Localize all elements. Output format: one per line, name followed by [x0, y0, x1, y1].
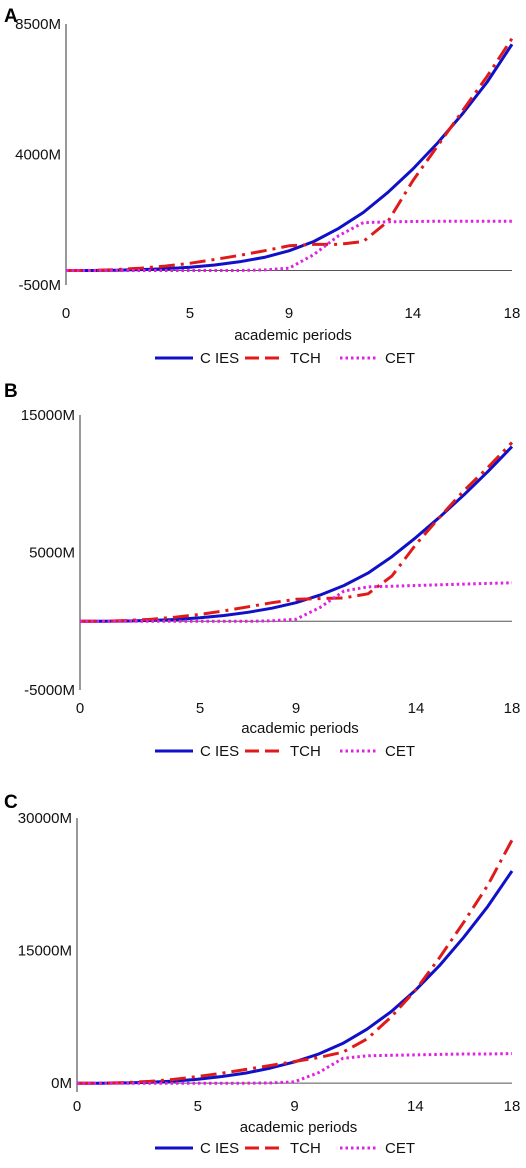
x-axis-label: academic periods	[240, 1119, 358, 1136]
x-tick-label: 9	[290, 1098, 298, 1115]
y-tick-label: 30000M	[18, 810, 72, 827]
x-tick-label: 14	[407, 1098, 424, 1115]
y-tick-label: 4000M	[15, 147, 61, 164]
x-axis-label: academic periods	[234, 327, 352, 344]
y-tick-label: 0M	[51, 1075, 72, 1092]
legend-label: TCH	[290, 1140, 321, 1157]
series-line-c-ies	[80, 445, 514, 623]
series-line-tch	[66, 37, 514, 272]
legend-label: C IES	[200, 1140, 239, 1157]
y-tick-label: 15000M	[21, 407, 75, 424]
series-line-tch	[80, 441, 514, 623]
panel-letter: A	[4, 6, 18, 27]
y-tick-label: -5000M	[24, 682, 75, 699]
panel-b: B -5000M 5000M 15000M 0 5 9 14 18 academic period…	[4, 381, 520, 760]
x-tick-label: 5	[186, 305, 194, 322]
series-line-cet	[80, 581, 513, 623]
legend-label: CET	[385, 743, 415, 760]
panel-letter: B	[4, 381, 18, 402]
legend-label: C IES	[200, 350, 239, 367]
legend-label: C IES	[200, 743, 239, 760]
y-tick-label: 8500M	[15, 16, 61, 33]
x-tick-label: 0	[62, 305, 70, 322]
x-tick-label: 9	[285, 305, 293, 322]
x-tick-label: 14	[408, 700, 425, 717]
y-tick-label: 5000M	[29, 545, 75, 562]
x-axis-label: academic periods	[241, 720, 359, 737]
legend-label: CET	[385, 350, 415, 367]
x-tick-label: 0	[73, 1098, 81, 1115]
panel-letter: C	[4, 792, 18, 813]
legend-label: TCH	[290, 743, 321, 760]
series-line-cet	[77, 1052, 513, 1085]
panel-c: C 0M 15000M 30000M 0 5 9 14 18 academic periodsC …	[4, 792, 520, 1157]
x-tick-label: 18	[504, 1098, 521, 1115]
series-line-tch	[77, 839, 514, 1085]
legend-label: CET	[385, 1140, 415, 1157]
y-tick-label: 15000M	[18, 943, 72, 960]
series-line-c-ies	[66, 43, 514, 272]
x-tick-label: 0	[76, 700, 84, 717]
series-line-c-ies	[77, 870, 514, 1085]
panel-a: A -500M 4000M 8500M 0 5 9 14 18 academic periods C…	[4, 6, 520, 367]
x-tick-label: 18	[504, 305, 521, 322]
x-tick-label: 9	[292, 700, 300, 717]
y-tick-label: -500M	[18, 277, 61, 294]
x-tick-label: 5	[194, 1098, 202, 1115]
legend-label: TCH	[290, 350, 321, 367]
x-tick-label: 14	[405, 305, 422, 322]
x-tick-label: 5	[196, 700, 204, 717]
x-tick-label: 18	[504, 700, 521, 717]
